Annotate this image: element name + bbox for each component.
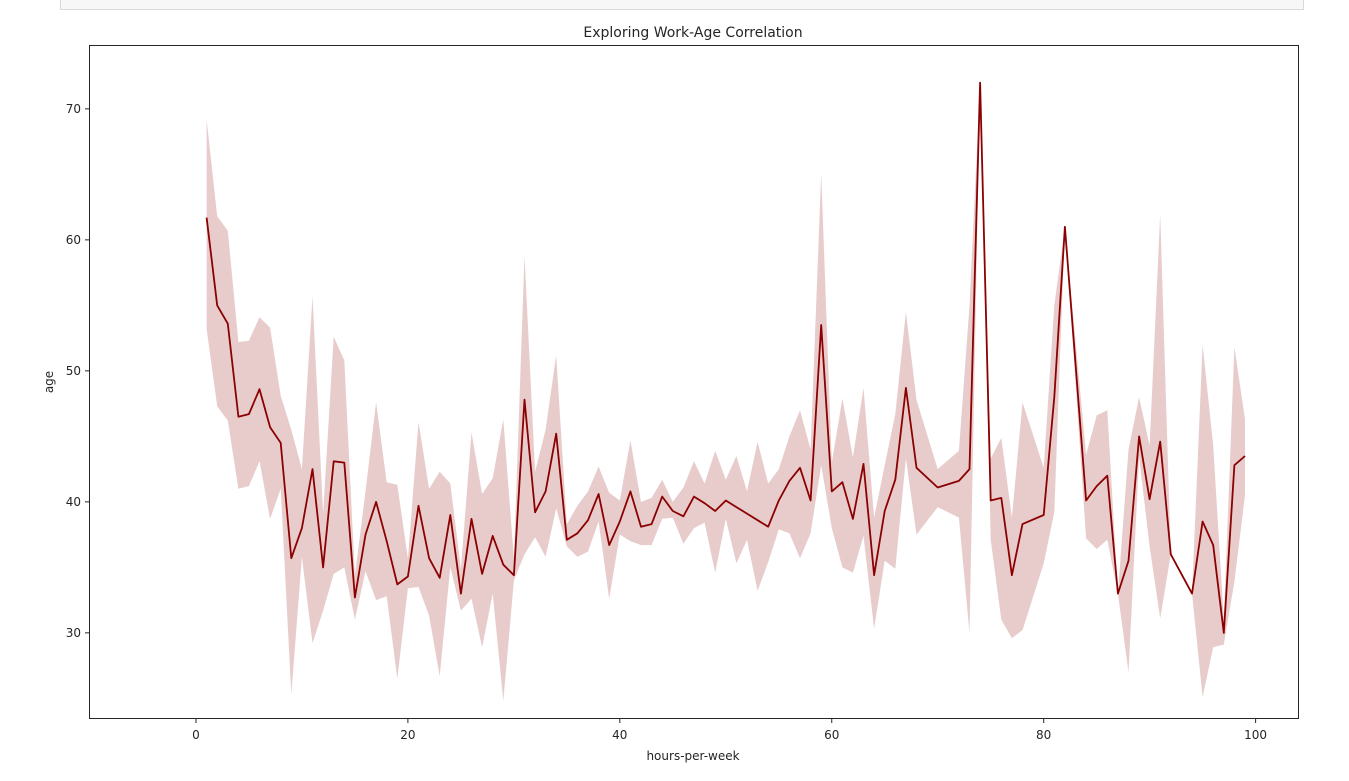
y-tick-label: 40: [66, 495, 81, 509]
x-tick-label: 100: [1244, 728, 1267, 742]
x-axis-label: hours-per-week: [646, 749, 739, 763]
y-tick-label: 50: [66, 364, 81, 378]
confidence-band: [206, 82, 1246, 701]
chart-title: Exploring Work-Age Correlation: [583, 25, 802, 41]
plot-frame: [89, 45, 1299, 719]
y-tick-label: 70: [66, 102, 81, 116]
x-tick-label: 80: [1036, 728, 1051, 742]
x-tick-label: 0: [192, 728, 200, 742]
x-tick-label: 60: [824, 728, 839, 742]
x-tick-label: 40: [612, 728, 627, 742]
top-border-strip: [60, 0, 1304, 10]
x-tick-label: 20: [400, 728, 415, 742]
y-tick-label: 60: [66, 233, 81, 247]
y-tick-label: 30: [66, 626, 81, 640]
y-axis-label: age: [42, 371, 56, 393]
series-line: [205, 81, 1246, 634]
